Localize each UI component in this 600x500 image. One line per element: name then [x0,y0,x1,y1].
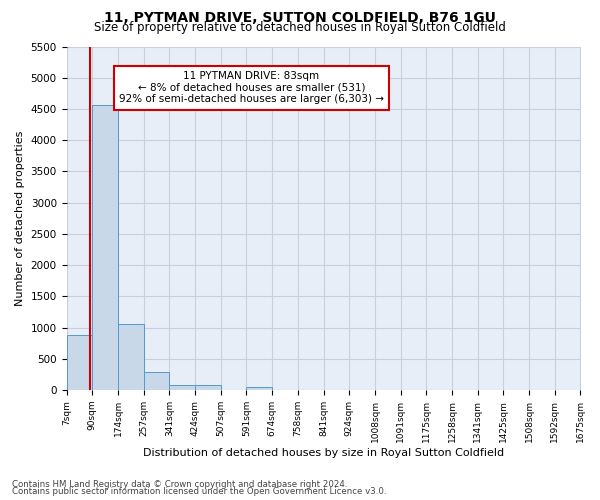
Text: 11, PYTMAN DRIVE, SUTTON COLDFIELD, B76 1GU: 11, PYTMAN DRIVE, SUTTON COLDFIELD, B76 … [104,11,496,25]
Text: Size of property relative to detached houses in Royal Sutton Coldfield: Size of property relative to detached ho… [94,21,506,34]
Bar [67,335,92,390]
Bar [169,385,195,390]
Text: Contains HM Land Registry data © Crown copyright and database right 2024.: Contains HM Land Registry data © Crown c… [12,480,347,489]
Text: 11 PYTMAN DRIVE: 83sqm
← 8% of detached houses are smaller (531)
92% of semi-det: 11 PYTMAN DRIVE: 83sqm ← 8% of detached … [119,71,384,104]
Bar [195,386,221,390]
Bar [118,324,143,390]
Bar [247,386,272,390]
Bar [143,372,169,390]
Text: Contains public sector information licensed under the Open Government Licence v3: Contains public sector information licen… [12,488,386,496]
Bar [92,105,118,390]
X-axis label: Distribution of detached houses by size in Royal Sutton Coldfield: Distribution of detached houses by size … [143,448,504,458]
Y-axis label: Number of detached properties: Number of detached properties [15,130,25,306]
